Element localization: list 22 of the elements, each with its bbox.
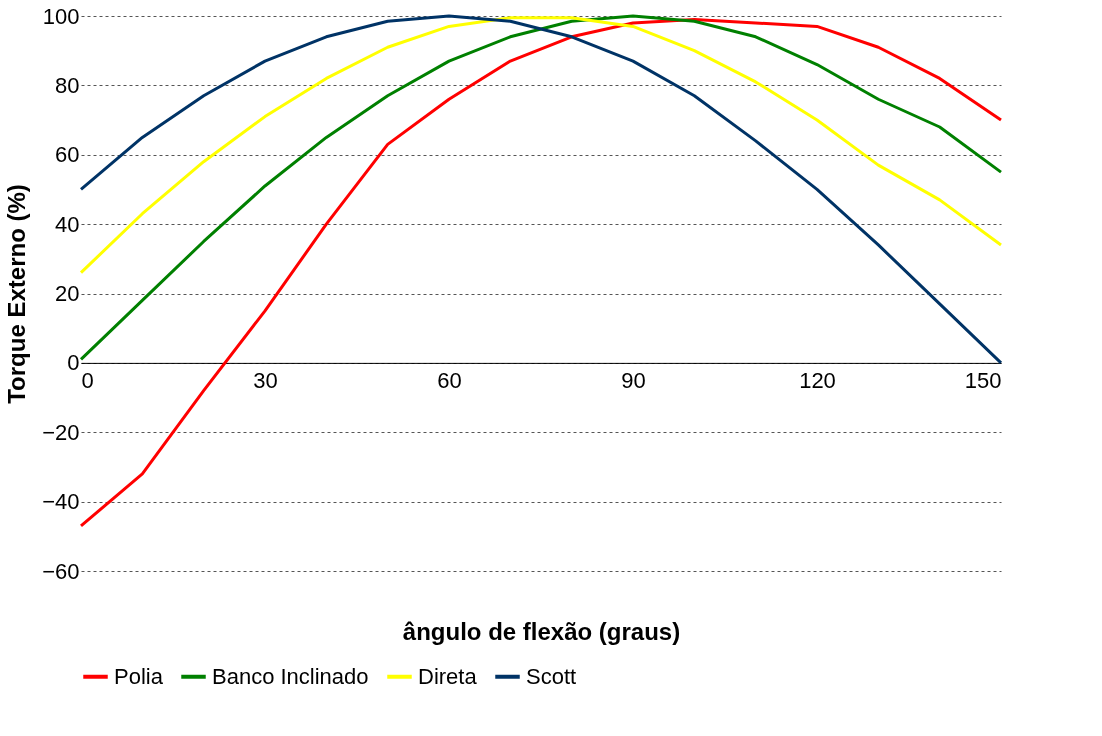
y-axis-title: Torque Externo (%): [3, 184, 31, 404]
x-tick-label: 120: [799, 368, 836, 394]
x-tick-label: 90: [621, 368, 646, 394]
x-tick-label: 30: [253, 368, 278, 394]
y-tick-label: −20: [42, 419, 80, 445]
x-tick-label: 60: [437, 368, 462, 394]
y-tick-label: 100: [42, 3, 80, 29]
y-tick-label: −40: [42, 489, 80, 515]
line-series: [79, 17, 1003, 528]
legend-label: Scott: [526, 663, 577, 689]
y-tick-label: 40: [55, 211, 80, 237]
legend-label: Direta: [418, 663, 478, 689]
legend-label: Banco Inclinado: [212, 663, 369, 689]
y-tick-label: 80: [55, 72, 80, 98]
y-tick-label: 20: [55, 281, 80, 306]
legend-label: Polia: [114, 663, 164, 689]
line-series: [79, 16, 1003, 275]
x-axis-title: ângulo de flexão (graus): [402, 617, 681, 645]
y-tick-label: 0: [67, 350, 80, 376]
y-tick-label: −60: [42, 558, 80, 584]
x-tick-label: 150: [964, 368, 1002, 394]
y-tick-label: 60: [55, 142, 80, 168]
